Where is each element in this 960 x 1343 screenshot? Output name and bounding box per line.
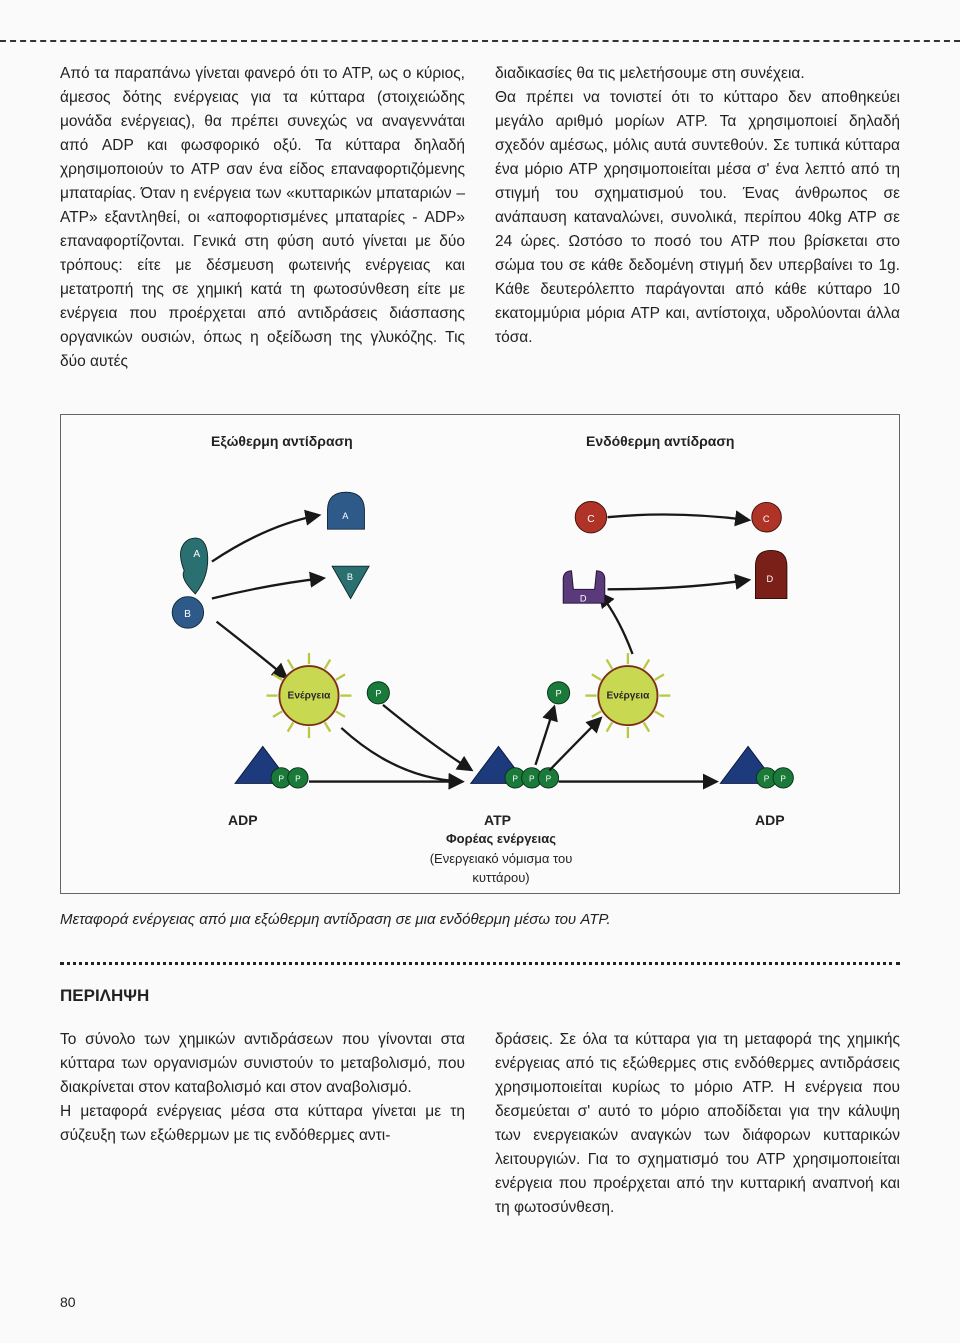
svg-text:B: B — [184, 609, 191, 620]
svg-text:B: B — [347, 572, 353, 582]
atp-label: ATP — [484, 810, 511, 831]
svg-text:P: P — [529, 774, 535, 784]
adp-left-label: ADP — [228, 810, 258, 831]
svg-text:C: C — [763, 514, 770, 524]
carrier-sub: (Ενεργειακό νόμισμα του κυττάρου) — [411, 849, 591, 888]
svg-text:C: C — [587, 514, 594, 525]
diagram-right-header: Ενδόθερμη αντίδραση — [586, 431, 734, 452]
diagram-caption: Μεταφορά ενέργειας από μια εξώθερμη αντί… — [60, 909, 900, 932]
summary-right: δράσεις. Σε όλα τα κύτταρα για τη μεταφο… — [495, 1028, 900, 1220]
carrier-title: Φορέας ενέργειας — [411, 829, 591, 849]
body-right-column: διαδικασίες θα τις μελετήσουμε στη συνέχ… — [495, 62, 900, 374]
top-dashed-divider — [0, 40, 960, 42]
summary-columns: Το σύνολο των χημικών αντιδράσεων που γί… — [60, 1028, 900, 1220]
svg-text:A: A — [342, 511, 349, 521]
diagram-left-header: Εξώθερμη αντίδραση — [211, 431, 353, 452]
svg-text:P: P — [555, 689, 561, 699]
svg-text:P: P — [764, 774, 770, 784]
energy-diagram-frame: Εξώθερμη αντίδραση Ενδόθερμη αντίδραση A… — [60, 414, 900, 894]
svg-text:D: D — [767, 574, 774, 584]
carrier-block: Φορέας ενέργειας (Ενεργειακό νόμισμα του… — [411, 829, 591, 888]
adp-right-label: ADP — [755, 810, 785, 831]
svg-text:P: P — [295, 774, 301, 784]
svg-text:A: A — [193, 549, 200, 560]
svg-text:P: P — [546, 774, 552, 784]
body-left-column: Από τα παραπάνω γίνεται φανερό ότι το AT… — [60, 62, 465, 374]
svg-text:Ενέργεια: Ενέργεια — [606, 691, 650, 702]
summary-title: ΠΕΡΙΛΗΨΗ — [60, 983, 900, 1009]
svg-text:P: P — [278, 774, 284, 784]
body-text-columns: Από τα παραπάνω γίνεται φανερό ότι το AT… — [60, 62, 900, 374]
svg-text:P: P — [375, 689, 381, 699]
svg-text:P: P — [512, 774, 518, 784]
svg-text:P: P — [780, 774, 786, 784]
energy-diagram-svg: A B A B — [101, 445, 859, 863]
svg-text:D: D — [580, 594, 587, 604]
dotted-divider — [60, 962, 900, 965]
summary-left: Το σύνολο των χημικών αντιδράσεων που γί… — [60, 1028, 465, 1220]
energy-label-left: Ενέργεια — [288, 691, 332, 702]
